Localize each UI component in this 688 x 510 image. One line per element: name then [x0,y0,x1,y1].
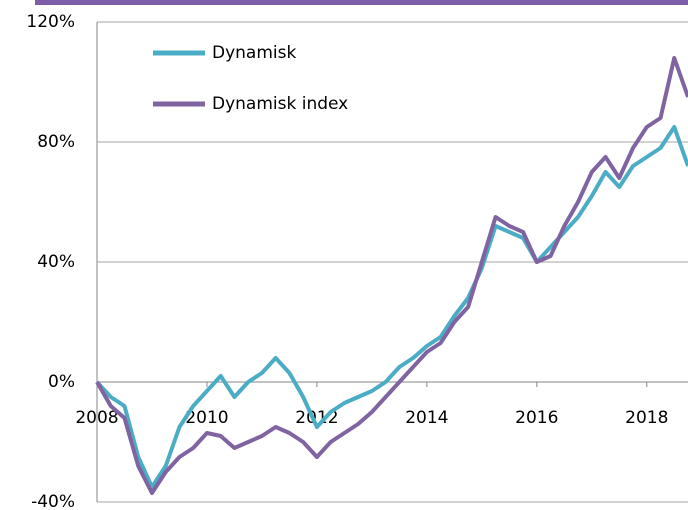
x-tick-label: 2016 [515,408,558,428]
x-tick-label: 2008 [75,408,118,428]
y-tick-label: 120% [26,12,75,32]
y-tick-label: -40% [31,492,75,510]
x-tick-label: 2018 [625,408,668,428]
x-tick-label: 2010 [185,408,228,428]
series-line [95,56,688,495]
series-line [95,125,688,489]
x-tick-label: 2014 [405,408,448,428]
legend-label: Dynamisk [212,43,296,63]
legend-label: Dynamisk index [212,94,348,114]
header-bar [35,0,688,5]
y-tick-label: 80% [37,132,75,152]
y-tick-label: 40% [37,252,75,272]
y-tick-label: 0% [48,372,75,392]
